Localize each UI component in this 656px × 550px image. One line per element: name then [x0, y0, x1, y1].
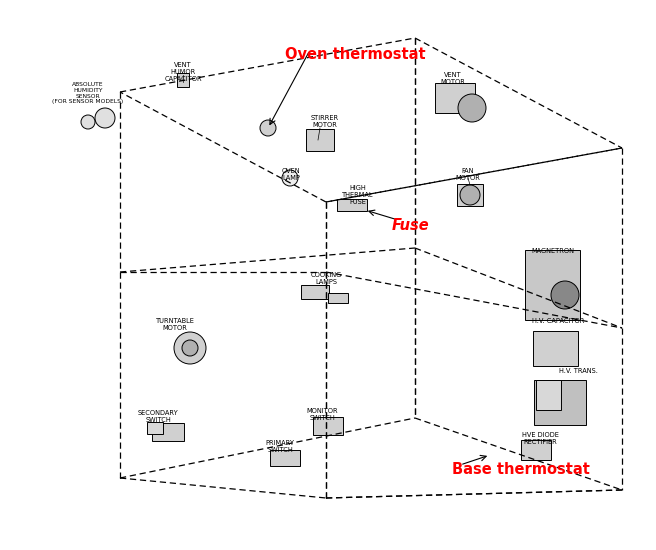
Text: SECONDARY
SWITCH: SECONDARY SWITCH — [138, 410, 178, 423]
Text: STIRRER
MOTOR: STIRRER MOTOR — [311, 115, 339, 128]
Bar — [313, 417, 343, 435]
Bar — [328, 293, 348, 303]
Text: TURNTABLE
MOTOR: TURNTABLE MOTOR — [155, 318, 194, 331]
Circle shape — [182, 340, 198, 356]
Circle shape — [174, 332, 206, 364]
Text: Oven thermostat: Oven thermostat — [285, 47, 426, 62]
Bar — [270, 450, 300, 466]
Bar — [177, 73, 189, 87]
Circle shape — [81, 115, 95, 129]
Text: VENT
HUMOR
CAPACITOR: VENT HUMOR CAPACITOR — [164, 62, 202, 82]
Circle shape — [460, 185, 480, 205]
Text: MAGNETRON: MAGNETRON — [531, 248, 575, 254]
Bar — [306, 129, 334, 151]
Bar — [337, 199, 367, 211]
Bar — [301, 285, 329, 299]
Bar — [147, 422, 163, 434]
Text: H.V. CAPACITOR: H.V. CAPACITOR — [532, 318, 584, 324]
Text: FAN
MOTOR: FAN MOTOR — [455, 168, 480, 181]
Text: PRIMARY
SWITCH: PRIMARY SWITCH — [266, 440, 295, 453]
Circle shape — [458, 94, 486, 122]
Text: H.V. TRANS.: H.V. TRANS. — [558, 368, 598, 374]
Circle shape — [551, 281, 579, 309]
Text: HVE DIODE
RECTIFIER: HVE DIODE RECTIFIER — [522, 432, 558, 445]
Bar — [152, 423, 184, 441]
Bar — [457, 184, 483, 206]
Text: OVEN
LAMP: OVEN LAMP — [281, 168, 300, 181]
Bar — [521, 440, 551, 460]
Bar — [435, 83, 475, 113]
Text: VENT
MOTOR: VENT MOTOR — [441, 72, 466, 85]
Bar — [525, 250, 579, 320]
Bar — [535, 380, 560, 410]
Text: Base thermostat: Base thermostat — [452, 462, 590, 477]
Text: HIGH
THERMAL
FUSE: HIGH THERMAL FUSE — [342, 185, 374, 205]
Text: COOKING
LAMPS: COOKING LAMPS — [310, 272, 342, 285]
Bar — [534, 379, 586, 425]
Text: ABSOLUTE
HUMIDITY
SENSOR
(FOR SENSOR MODELS): ABSOLUTE HUMIDITY SENSOR (FOR SENSOR MOD… — [52, 82, 123, 104]
Circle shape — [260, 120, 276, 136]
Bar — [533, 331, 577, 366]
Text: Fuse: Fuse — [392, 218, 430, 233]
Text: MONITOR
SWITCH: MONITOR SWITCH — [306, 408, 338, 421]
Circle shape — [95, 108, 115, 128]
Circle shape — [282, 170, 298, 186]
